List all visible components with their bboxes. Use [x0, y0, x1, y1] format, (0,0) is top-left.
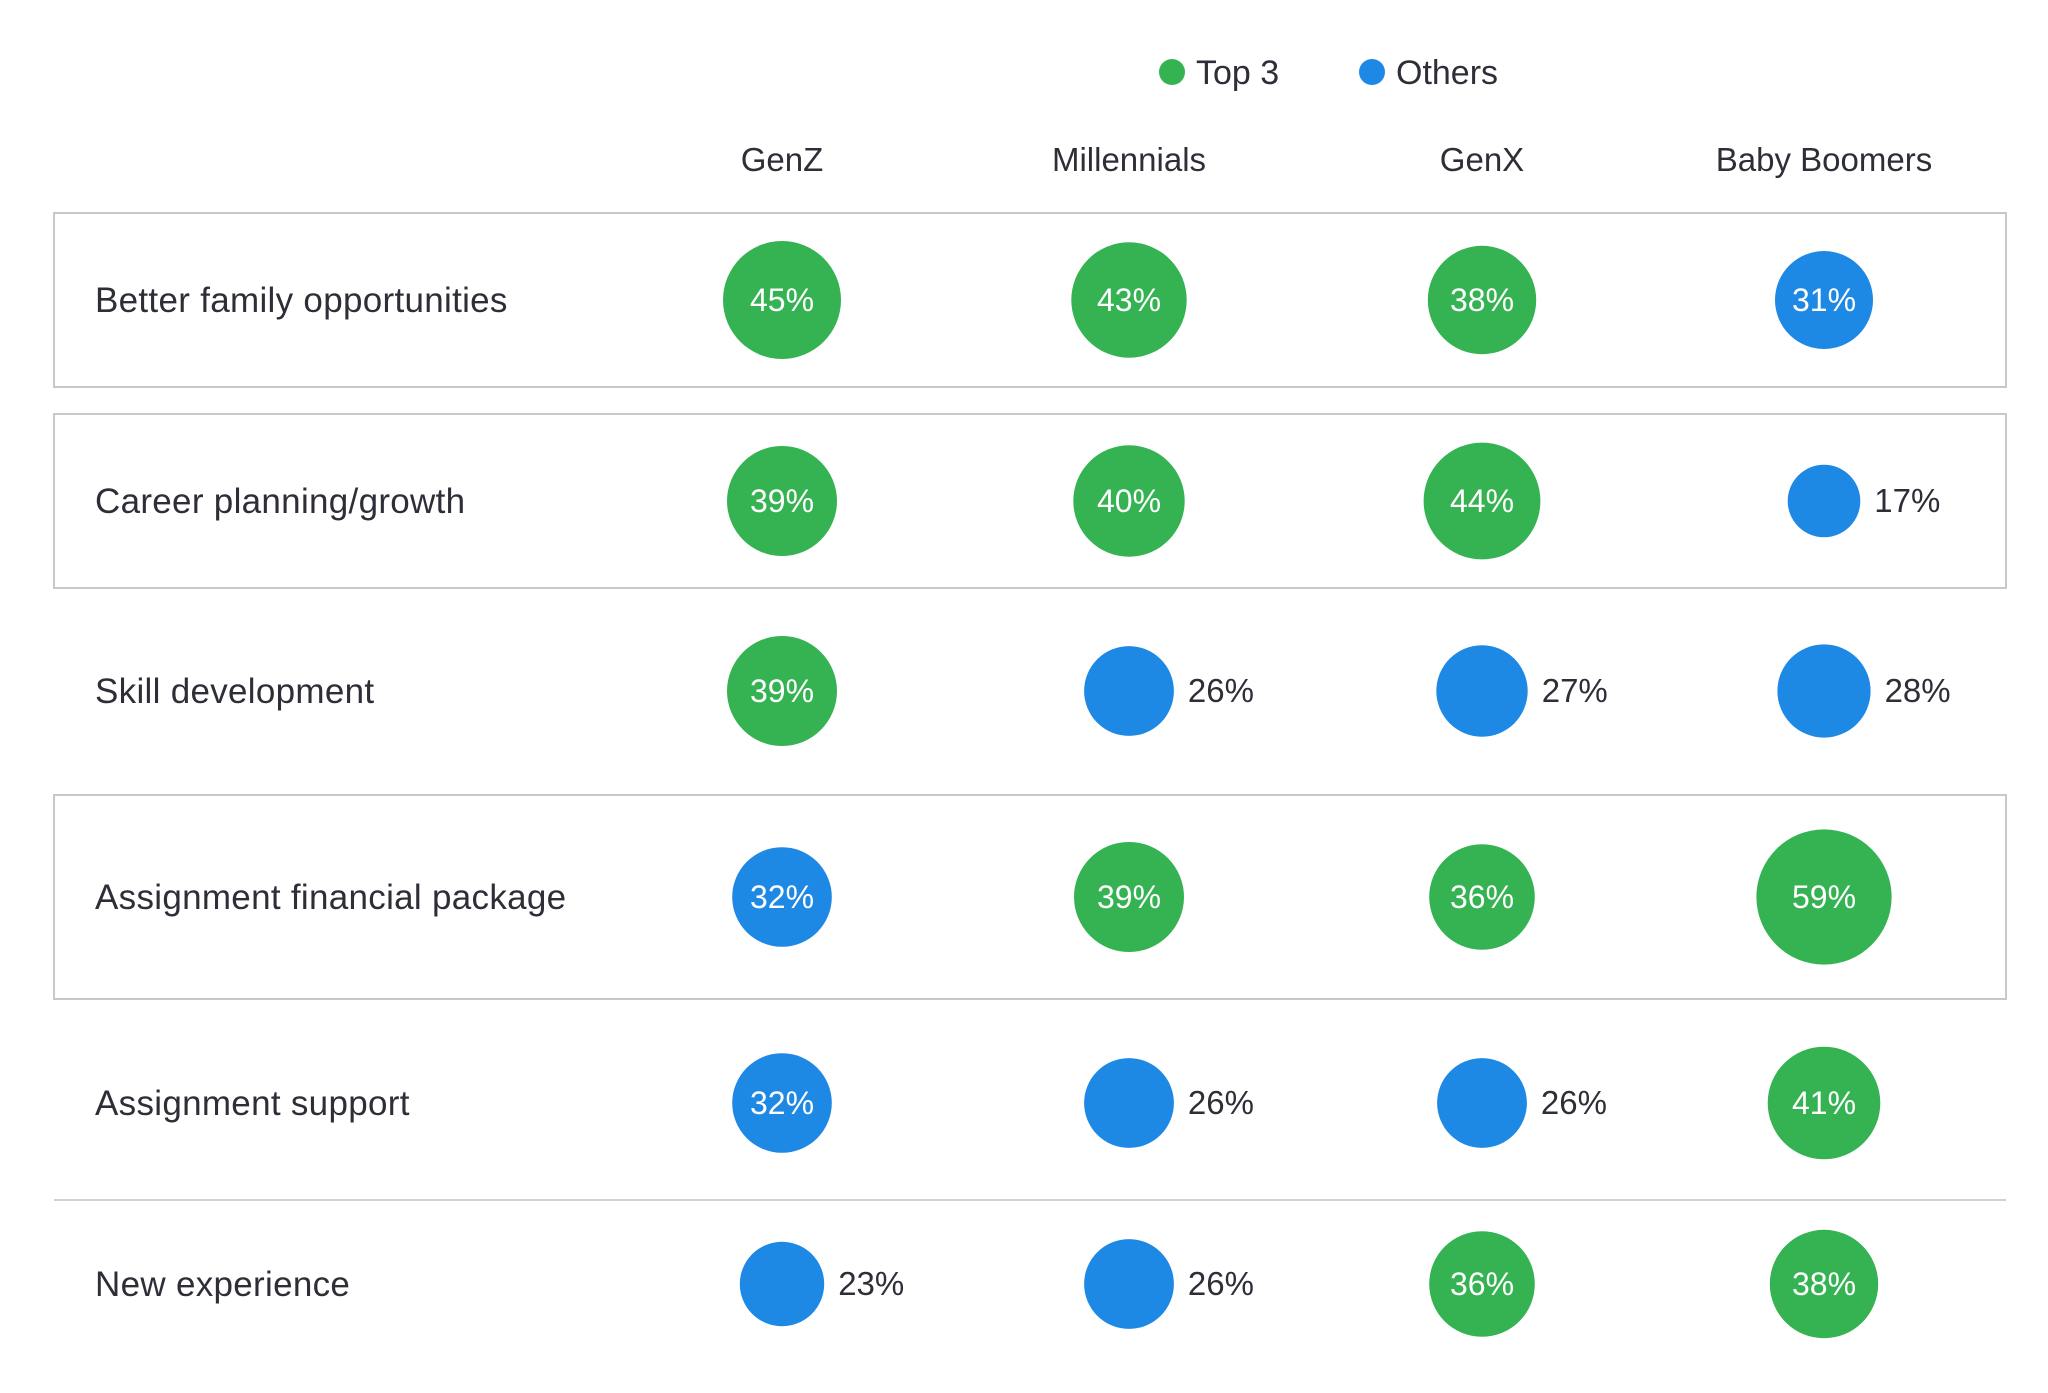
- row-label: Assignment financial package: [95, 878, 566, 917]
- legend-swatch-others: [1359, 59, 1385, 85]
- bubble-top3: [723, 241, 841, 359]
- bubble-others: [732, 1053, 832, 1153]
- data-label: 38%: [1792, 1266, 1856, 1302]
- bubble-others: [1777, 644, 1871, 738]
- bubble-others: [1084, 1058, 1174, 1148]
- row-frame: [53, 413, 2007, 589]
- bubble-top3: [727, 636, 837, 746]
- bubble-top3: [1429, 844, 1535, 950]
- bubble-others: [732, 847, 832, 947]
- table-row: Assignment financial package 32% 39% 36% 59%: [95, 829, 1892, 965]
- bubble-top3: [1071, 242, 1187, 358]
- data-rows: Better family opportunities 45% 43% 38% 31% C…: [95, 241, 1951, 1339]
- data-label: 44%: [1450, 483, 1514, 519]
- table-row: Assignment support 32% 26% 26% 41%: [95, 1046, 1881, 1160]
- bubble-top3: [1429, 1231, 1535, 1337]
- data-label: 39%: [750, 673, 814, 709]
- data-label: 32%: [750, 1085, 814, 1121]
- bubble-top3: [1423, 442, 1541, 560]
- data-label: 28%: [1885, 672, 1951, 709]
- data-label: 36%: [1450, 879, 1514, 915]
- data-label: 17%: [1874, 482, 1940, 519]
- bubble-others: [739, 1241, 825, 1327]
- data-label: 39%: [1097, 879, 1161, 915]
- row-frames: [53, 212, 2007, 1201]
- row-label: Career planning/growth: [95, 482, 465, 521]
- row-label: Skill development: [95, 672, 374, 711]
- legend-label-others: Others: [1396, 54, 1498, 92]
- column-header: GenZ: [741, 141, 824, 178]
- table-row: New experience 23% 26% 36% 38%: [95, 1229, 1879, 1339]
- data-label: 59%: [1792, 879, 1856, 915]
- data-label: 31%: [1792, 282, 1856, 318]
- row-label: Better family opportunities: [95, 281, 508, 320]
- data-label: 38%: [1450, 282, 1514, 318]
- bubble-others: [1775, 251, 1873, 349]
- bubble-top3: [727, 446, 837, 556]
- bubble-others: [1787, 464, 1861, 538]
- bubble-top3: [1756, 829, 1892, 965]
- column-headers: GenZ Millennials GenX Baby Boomers: [741, 141, 1932, 178]
- column-header: Baby Boomers: [1716, 141, 1932, 178]
- table-row: Career planning/growth 39% 40% 44% 17%: [95, 442, 1940, 560]
- data-label: 26%: [1541, 1084, 1607, 1121]
- data-label: 27%: [1542, 672, 1608, 709]
- data-label: 41%: [1792, 1085, 1856, 1121]
- data-label: 45%: [750, 282, 814, 318]
- column-header: Millennials: [1052, 141, 1206, 178]
- data-label: 36%: [1450, 1266, 1514, 1302]
- bubble-top3: [1073, 445, 1185, 557]
- data-label: 26%: [1188, 1084, 1254, 1121]
- data-label: 40%: [1097, 483, 1161, 519]
- row-label: New experience: [95, 1265, 350, 1304]
- row-frame: [53, 794, 2007, 1000]
- bubble-others: [1084, 1239, 1174, 1329]
- bubble-others: [1437, 1058, 1527, 1148]
- data-label: 26%: [1188, 1265, 1254, 1302]
- row-label: Assignment support: [95, 1084, 410, 1123]
- legend: Top 3 Others: [1159, 54, 1498, 92]
- data-label: 43%: [1097, 282, 1161, 318]
- table-row: Skill development 39% 26% 27% 28%: [95, 636, 1951, 746]
- bubble-others: [1084, 646, 1174, 736]
- table-row: Better family opportunities 45% 43% 38% 31%: [95, 241, 1873, 359]
- column-header: GenX: [1440, 141, 1524, 178]
- legend-swatch-top3: [1159, 59, 1185, 85]
- bubble-top3: [1769, 1229, 1879, 1339]
- bubble-top3: [1074, 842, 1184, 952]
- data-label: 39%: [750, 483, 814, 519]
- bubble-top3: [1767, 1046, 1881, 1160]
- data-label: 23%: [838, 1265, 904, 1302]
- bubble-others: [1436, 645, 1528, 737]
- legend-label-top3: Top 3: [1196, 54, 1279, 92]
- bubble-top3: [1427, 245, 1537, 355]
- data-label: 26%: [1188, 672, 1254, 709]
- row-frame: [53, 212, 2007, 388]
- data-label: 32%: [750, 879, 814, 915]
